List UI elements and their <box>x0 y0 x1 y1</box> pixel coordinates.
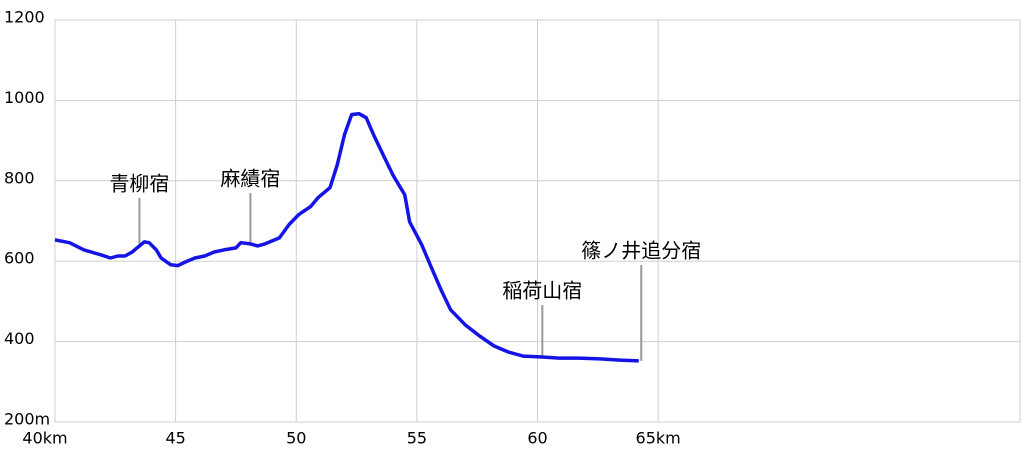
x-tick-label: 40km <box>22 429 67 448</box>
elevation-line <box>54 111 639 363</box>
y-tick-label: 800 <box>4 168 35 187</box>
y-tick-label: 400 <box>4 329 35 348</box>
y-tick-label: 1000 <box>4 88 45 107</box>
y-tick-label: 200m <box>4 410 50 429</box>
x-tick-label: 60 <box>527 429 547 448</box>
y-tick-label: 600 <box>4 249 35 268</box>
x-tick-label: 65km <box>636 429 681 448</box>
annotation-label: 稲荷山宿 <box>502 279 582 303</box>
x-tick-label: 45 <box>165 429 185 448</box>
x-tick-label: 50 <box>286 429 306 448</box>
annotation-label: 青柳宿 <box>109 172 169 196</box>
y-tick-label: 1200 <box>4 8 45 27</box>
x-tick-label: 55 <box>407 429 427 448</box>
annotation-label: 麻績宿 <box>220 167 280 191</box>
annotation-label: 篠ノ井追分宿 <box>581 239 701 263</box>
